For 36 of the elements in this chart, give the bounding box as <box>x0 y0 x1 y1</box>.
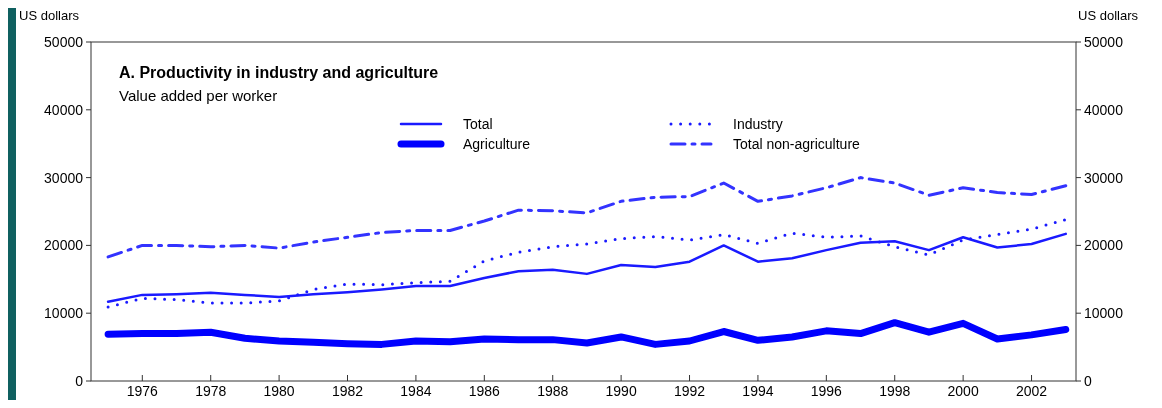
x-tick-label: 2000 <box>947 383 979 399</box>
y-tick-label: 0 <box>75 372 84 389</box>
x-tick-label: 1988 <box>537 383 569 399</box>
x-tick-label: 1992 <box>673 383 706 399</box>
x-tick-label: 1980 <box>263 383 295 399</box>
x-tick-label: 1984 <box>400 383 432 399</box>
y-tick-label: 10000 <box>44 305 84 322</box>
y2-tick-label: 20000 <box>1084 237 1124 254</box>
y2-tick-label: 0 <box>1084 372 1092 389</box>
x-tick-label: 1994 <box>742 383 774 399</box>
legend-label: Industry <box>733 115 783 132</box>
y-tick-label: 50000 <box>44 33 84 50</box>
y-tick-label: 40000 <box>44 101 84 118</box>
y-tick-label: 20000 <box>44 237 84 254</box>
legend-label: Total <box>463 115 493 132</box>
y-tick-label: 30000 <box>44 169 84 186</box>
x-tick-label: 1990 <box>605 383 637 399</box>
line-series <box>106 176 1068 259</box>
y2-tick-label: 40000 <box>1084 101 1124 118</box>
legend-label: Agriculture <box>463 135 531 152</box>
x-tick-label: 2002 <box>1015 383 1048 399</box>
text: Value added per worker <box>119 87 278 104</box>
text: A. Productivity in industry and agriculture <box>119 64 439 81</box>
line-series <box>106 218 1068 309</box>
x-tick-label: 1982 <box>331 383 364 399</box>
x-tick-label: 1986 <box>468 383 501 399</box>
x-tick-label: 1998 <box>879 383 911 399</box>
x-tick-label: 1976 <box>126 383 159 399</box>
y-axis-title: US dollars <box>19 8 80 23</box>
x-tick-label: 1996 <box>810 383 843 399</box>
legend-label: Total non-agriculture <box>733 135 861 152</box>
y2-tick-label: 50000 <box>1084 33 1124 50</box>
y2-tick-label: 10000 <box>1084 305 1124 322</box>
y2-tick-label: 30000 <box>1084 169 1124 186</box>
x-tick-label: 1978 <box>195 383 227 399</box>
y2-axis-title: US dollars <box>1078 8 1139 23</box>
